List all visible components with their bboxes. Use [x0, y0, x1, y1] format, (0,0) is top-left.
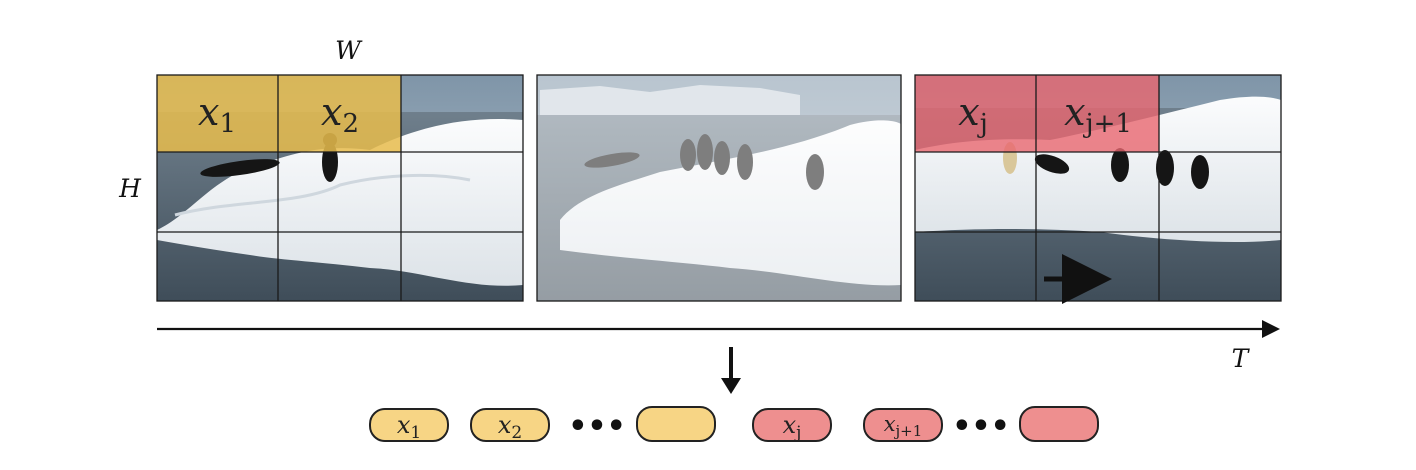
- frame-3-highlight-cell-1: [915, 75, 1036, 152]
- frame-1-highlight-cell-1: [157, 75, 278, 152]
- token-red-blank: [1019, 406, 1099, 442]
- frame-1-highlight-cell-2: [278, 75, 401, 152]
- frame-1-cell-label-1: x1: [198, 90, 236, 139]
- width-label: W: [335, 36, 363, 65]
- flatten-down-arrowhead-icon: [721, 378, 741, 394]
- token-x2-label: x2: [498, 411, 522, 443]
- time-label: T: [1232, 344, 1251, 373]
- frame-3-grid: [914, 74, 1282, 302]
- penguin-group-3: [1003, 142, 1209, 189]
- frame-3-cell-label-1: xj: [958, 90, 988, 139]
- token-sequence: x1 x2 ••• xj xj+1 •••: [369, 406, 1099, 444]
- frame-1-cell-label-2: x2: [321, 90, 359, 139]
- penguin-group-2: [584, 134, 824, 190]
- height-label: H: [118, 174, 142, 203]
- frame-3-cell-label-2: xj+1: [1064, 90, 1132, 139]
- token-x2: [470, 408, 550, 442]
- token-xj1: [863, 408, 943, 442]
- token-xj1-label: xj+1: [884, 412, 923, 440]
- time-axis-arrowhead-icon: [1262, 320, 1280, 338]
- frame-2-border: [536, 74, 902, 302]
- frame-1-grid: [156, 74, 524, 302]
- video-frame-2: [536, 74, 902, 302]
- video-frame-3: xj xj+1: [914, 74, 1282, 304]
- frame-3-highlight-cell-2: [1036, 75, 1159, 152]
- ellipsis-2: •••: [952, 409, 1010, 444]
- video-frame-1: x1 x2: [156, 74, 524, 302]
- token-xj: [752, 408, 832, 442]
- token-x1-label: x1: [397, 411, 421, 443]
- token-x1: [369, 408, 449, 442]
- token-xj-label: xj: [783, 411, 802, 443]
- token-yellow-blank: [636, 406, 716, 442]
- ellipsis-1: •••: [568, 409, 626, 444]
